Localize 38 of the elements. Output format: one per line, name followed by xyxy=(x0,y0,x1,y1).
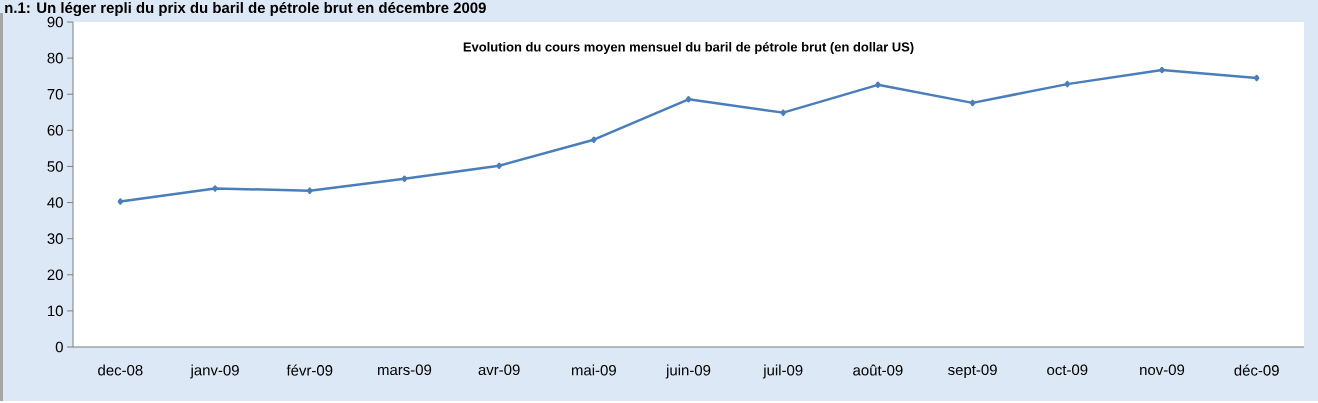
point xyxy=(780,109,786,117)
text: Evolution du cours moyen mensuel du baril de pétrole brut (en dollar US) xyxy=(463,42,914,55)
point xyxy=(685,96,692,103)
x-tick-label: août-09 xyxy=(853,364,903,376)
x-tick-label: nov-09 xyxy=(1140,364,1185,376)
point xyxy=(212,185,218,192)
point xyxy=(591,136,597,144)
y-tick-label: 70 xyxy=(47,89,63,100)
y-tick-label: 40 xyxy=(47,197,63,209)
x-tick-label: dec-08 xyxy=(98,364,143,376)
x-tick-label: sept-09 xyxy=(948,364,997,379)
x-tick-label: janv-09 xyxy=(190,364,239,379)
point xyxy=(1253,74,1260,82)
point xyxy=(969,99,976,107)
x-tick-label: mars-09 xyxy=(378,364,432,376)
y-tick-label: 60 xyxy=(47,125,63,136)
x-tick-label: mai-09 xyxy=(571,364,616,376)
chart-title: n.1: Un léger repli du prix du baril de pétrole brut en décembre 2009 xyxy=(5,2,486,17)
point xyxy=(875,81,881,89)
x-tick-label: avr-09 xyxy=(478,364,520,376)
point xyxy=(1159,67,1165,74)
point xyxy=(401,175,408,183)
x-tick-label: févr-09 xyxy=(286,364,333,376)
y-tick-label: 50 xyxy=(47,161,63,172)
x-tick-label: juin-09 xyxy=(665,364,711,379)
x-tick-label: juil-09 xyxy=(762,364,803,379)
y-tick-label: 10 xyxy=(48,305,63,317)
y-tick-label: 30 xyxy=(47,233,63,245)
y-tick-label: 80 xyxy=(47,53,63,64)
point xyxy=(1064,81,1071,88)
point xyxy=(307,187,313,195)
y-tick-label: 0 xyxy=(55,341,63,353)
x-tick-label: oct-09 xyxy=(1047,364,1088,376)
point xyxy=(117,198,124,205)
x-tick-label: déc-09 xyxy=(1234,364,1279,376)
y-tick-label: 20 xyxy=(47,269,63,281)
point xyxy=(496,162,502,170)
y-tick-label: 90 xyxy=(47,16,63,28)
